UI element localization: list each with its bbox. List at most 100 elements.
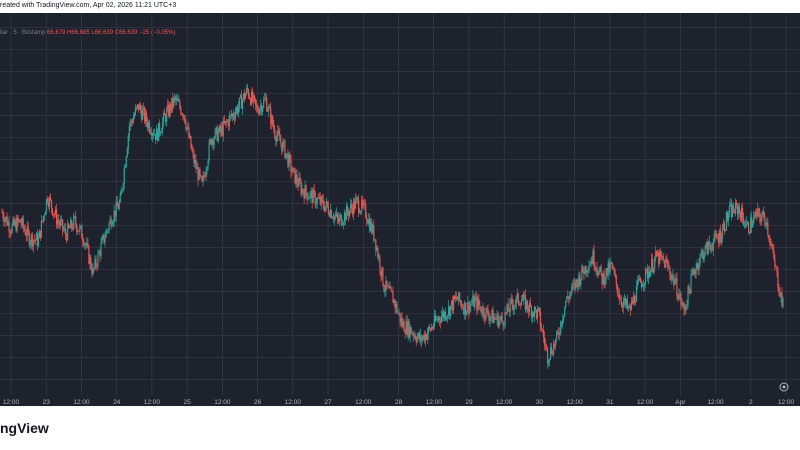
candle-body: [260, 105, 262, 109]
candle-body: [189, 136, 191, 138]
candle-body: [402, 321, 404, 327]
candle-body: [467, 302, 469, 312]
candle-body: [504, 312, 506, 325]
candle-body: [312, 189, 314, 204]
chart-panel[interactable]: 12:00 23 12:00 24 12:00 25 12:00 26 12:00 27 12:00…: [0, 13, 800, 406]
candle-body: [597, 272, 599, 276]
candle-body: [13, 218, 15, 226]
candle-body: [31, 234, 33, 247]
candle-body: [396, 303, 398, 313]
candle-body: [221, 126, 223, 136]
candle-body: [342, 222, 345, 225]
candle-body: [518, 303, 520, 305]
candle-body: [712, 241, 714, 251]
candle-body: [676, 278, 678, 297]
candle-body: [727, 215, 730, 221]
candle-body: [75, 216, 77, 225]
candle-body: [654, 258, 656, 269]
candle-body: [140, 110, 143, 120]
scroll-to-realtime-icon[interactable]: [779, 382, 789, 392]
candle-body: [178, 101, 180, 102]
candle-body: [557, 332, 559, 333]
candle-body: [336, 213, 339, 218]
candle-body: [675, 278, 677, 283]
candle-body: [159, 122, 161, 134]
price-chart[interactable]: 12:00 23 12:00 24 12:00 25 12:00 26 12:00 27 12:00…: [0, 13, 800, 406]
candle-body: [32, 239, 34, 247]
candle-body: [721, 228, 723, 239]
candle-body: [521, 300, 523, 302]
candle-body: [710, 245, 712, 250]
candle-body: [272, 116, 274, 126]
candle-body: [512, 304, 514, 310]
candle-body: [235, 107, 237, 113]
candle-body: [414, 334, 416, 340]
candle-body: [204, 176, 206, 177]
candle-body: [194, 159, 196, 164]
candle-body: [170, 104, 172, 112]
candle-body: [775, 266, 777, 268]
candle-body: [296, 174, 298, 184]
candle-body: [130, 120, 132, 122]
candle-body: [633, 295, 636, 303]
x-tick-label: 12:00: [285, 399, 302, 406]
candle-body: [661, 255, 663, 257]
candle-body: [781, 293, 783, 307]
candle-body: [526, 300, 528, 309]
candle-body: [583, 272, 585, 275]
candle-body: [764, 215, 766, 223]
candle-body: [182, 114, 184, 117]
candle-body: [379, 256, 381, 271]
candle-body: [502, 321, 504, 326]
candle-body: [119, 195, 121, 203]
candle-body: [172, 98, 174, 107]
candle-body: [757, 208, 759, 217]
candle-body: [715, 234, 717, 238]
candle-body: [431, 327, 434, 329]
candle-body: [708, 241, 710, 247]
x-tick-label: 12:00: [3, 399, 20, 406]
candle-body: [324, 206, 326, 212]
candle-body: [683, 303, 685, 310]
candle-body: [291, 171, 293, 173]
candle-body: [177, 98, 179, 102]
candle-body: [78, 230, 80, 232]
candle-body: [418, 332, 420, 340]
candle-body: [581, 266, 583, 279]
candle-body: [185, 122, 187, 130]
candle-body: [10, 232, 12, 234]
candle-body: [547, 361, 550, 364]
candle-body: [404, 331, 406, 334]
candle-body: [782, 298, 784, 307]
candle-body: [720, 238, 722, 243]
candle-body: [373, 225, 375, 241]
candle-body: [183, 115, 185, 117]
candle-body: [304, 185, 306, 199]
candle-body: [117, 206, 119, 209]
candle-body: [456, 296, 458, 299]
candle-body: [106, 230, 108, 232]
candle-body: [450, 300, 453, 306]
candle-body: [42, 216, 45, 221]
candle-body: [64, 228, 66, 230]
candle-body: [66, 235, 68, 241]
candle-body: [564, 306, 566, 316]
candle-body: [677, 296, 679, 300]
candle-body: [303, 192, 305, 199]
candle-body: [656, 251, 658, 257]
candle-body: [86, 243, 88, 246]
candle-body: [719, 230, 721, 243]
candle-body: [631, 300, 634, 304]
candle-body: [228, 115, 230, 127]
candle-body: [554, 343, 556, 346]
candle-body: [448, 306, 451, 316]
candle-body: [81, 225, 83, 239]
candle-body: [375, 239, 377, 251]
candle-body: [696, 263, 698, 269]
candle-body: [401, 318, 403, 327]
candle-body: [588, 265, 590, 272]
candle-body: [622, 301, 624, 308]
candle-body: [155, 129, 158, 140]
candle-body: [268, 106, 270, 111]
candle-body: [406, 321, 408, 336]
